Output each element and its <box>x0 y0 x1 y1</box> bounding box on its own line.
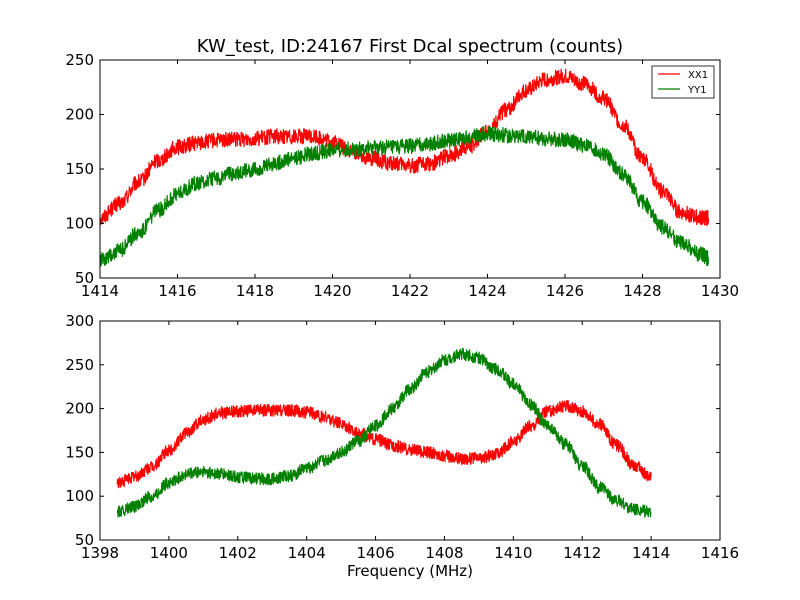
x-tick-label: 1404 <box>288 544 326 562</box>
y-tick-label: 200 <box>65 400 94 418</box>
bottom-subplot: 1398 1400 1402 1404 1406 1408 1410 1412 1414 1416… <box>65 312 739 580</box>
y-tick-label: 150 <box>65 160 94 178</box>
chart-title: KW_test, ID:24167 First Dcal spectrum (c… <box>197 36 623 57</box>
y-tick-label: 100 <box>65 487 94 505</box>
legend-box <box>651 65 715 99</box>
x-tick-label: 1412 <box>563 544 601 562</box>
x-tick-label: 1426 <box>546 282 584 300</box>
x-tick-label: 1418 <box>236 282 274 300</box>
x-tick-label: 1414 <box>632 544 670 562</box>
series-line-xx1-subplot-0 <box>99 68 709 226</box>
y-tick-label: 300 <box>65 312 94 330</box>
y-tick-label: 250 <box>65 356 94 374</box>
x-tick-label: 1414 <box>81 282 119 300</box>
x-tick-label: 1410 <box>494 544 532 562</box>
x-tick-label: 1428 <box>623 282 661 300</box>
top-axis-ticks: 1414 1416 1418 1420 1422 1424 1426 1428 1430 50 10… <box>65 51 739 300</box>
x-tick-label: 1408 <box>425 544 463 562</box>
y-tick-label: 200 <box>65 106 94 124</box>
y-tick-label: 100 <box>65 215 94 233</box>
x-tick-label: 1400 <box>150 544 188 562</box>
series-line-yy1-subplot-0 <box>99 126 709 267</box>
legend: XX1 YY1 <box>651 65 715 99</box>
x-tick-label: 1430 <box>701 282 739 300</box>
x-tick-label: 1420 <box>313 282 351 300</box>
x-tick-label: 1416 <box>701 544 739 562</box>
top-plot-area <box>99 68 709 267</box>
x-axis-label: Frequency (MHz) <box>347 562 473 580</box>
series-line-series-0-subplot-1 <box>116 399 652 489</box>
top-subplot: KW_test, ID:24167 First Dcal spectrum (c… <box>65 36 739 300</box>
x-tick-label: 1398 <box>81 544 119 562</box>
y-tick-label: 250 <box>65 51 94 69</box>
bottom-axes-frame <box>99 320 721 541</box>
x-tick-label: 1416 <box>158 282 196 300</box>
x-tick-label: 1402 <box>219 544 257 562</box>
bottom-axis-ticks: 1398 1400 1402 1404 1406 1408 1410 1412 1414 1416… <box>65 312 739 562</box>
bottom-plot-area <box>116 347 652 518</box>
legend-label-yy1: YY1 <box>687 85 707 96</box>
series-line-series-1-subplot-1 <box>116 347 652 518</box>
legend-label-xx1: XX1 <box>688 70 708 81</box>
x-tick-label: 1424 <box>468 282 506 300</box>
y-tick-label: 150 <box>65 443 94 461</box>
y-tick-label: 50 <box>75 531 94 549</box>
x-tick-label: 1422 <box>391 282 429 300</box>
y-tick-label: 50 <box>75 269 94 287</box>
x-tick-label: 1406 <box>356 544 394 562</box>
